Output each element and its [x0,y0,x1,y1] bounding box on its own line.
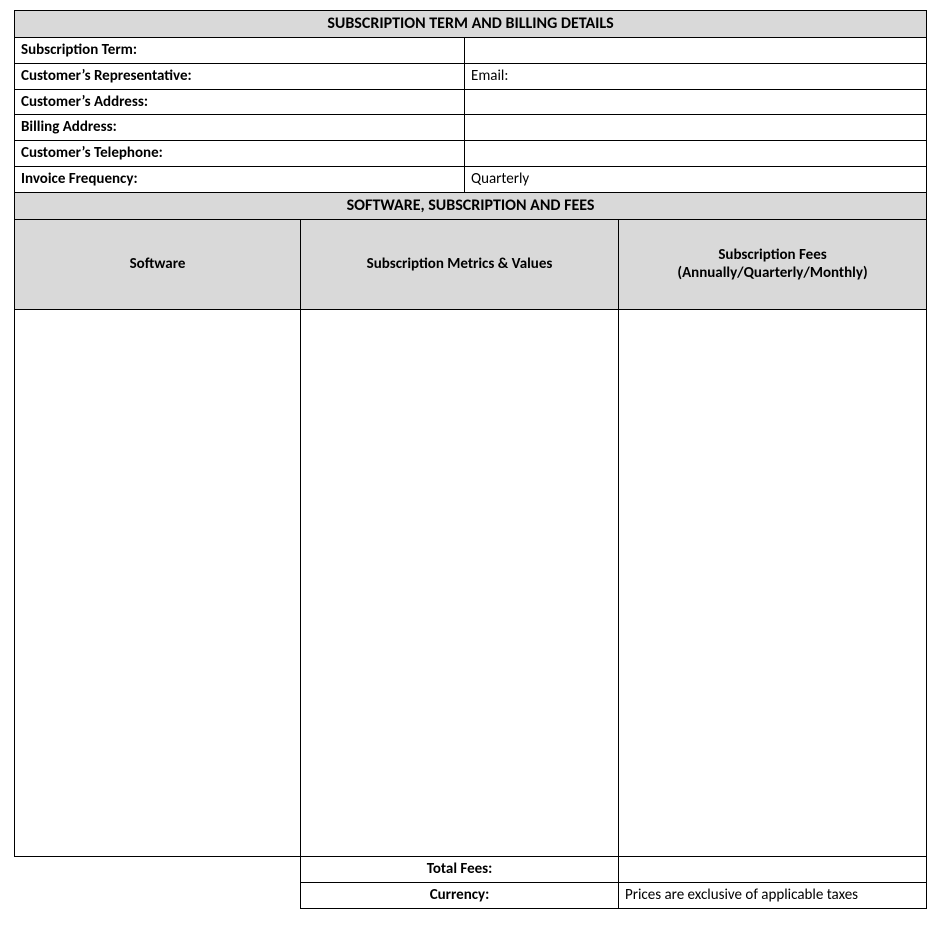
row-column-headers: Software Subscription Metrics & Values S… [15,219,927,310]
colhead-fees-line1: Subscription Fees [718,246,826,264]
row-invoice-frequency: Invoice Frequency: Quarterly [15,166,927,192]
label-subscription-term: Subscription Term: [15,38,465,64]
row-customer-address: Customer’s Address: [15,89,927,115]
cell-software [15,310,301,857]
blank-cell-2 [15,882,301,908]
row-total-fees: Total Fees: [15,857,927,883]
colhead-software: Software [15,219,301,310]
blank-cell-1 [15,857,301,883]
value-subscription-term [465,38,927,64]
section1-title: SUBSCRIPTION TERM AND BILLING DETAILS [15,11,927,38]
value-customer-address [465,89,927,115]
value-total-fees [619,857,927,883]
row-customer-rep: Customer’s Representative: Email: [15,63,927,89]
row-currency: Currency: Prices are exclusive of applic… [15,882,927,908]
section2-title: SOFTWARE, SUBSCRIPTION AND FEES [15,192,927,219]
row-fees-body [15,310,927,857]
label-currency: Currency: [301,882,619,908]
row-customer-telephone: Customer’s Telephone: [15,141,927,167]
colhead-metrics: Subscription Metrics & Values [301,219,619,310]
subscription-form-table: SUBSCRIPTION TERM AND BILLING DETAILS Su… [14,10,927,909]
label-customer-rep: Customer’s Representative: [15,63,465,89]
row-subscription-term: Subscription Term: [15,38,927,64]
label-total-fees: Total Fees: [301,857,619,883]
colhead-fees-line2: (Annually/Quarterly/Monthly) [677,264,867,282]
label-invoice-frequency: Invoice Frequency: [15,166,465,192]
value-customer-rep-email: Email: [465,63,927,89]
value-currency: Prices are exclusive of applicable taxes [619,882,927,908]
label-customer-telephone: Customer’s Telephone: [15,141,465,167]
label-customer-address: Customer’s Address: [15,89,465,115]
value-invoice-frequency: Quarterly [465,166,927,192]
value-customer-telephone [465,141,927,167]
cell-metrics [301,310,619,857]
value-billing-address [465,115,927,141]
row-billing-address: Billing Address: [15,115,927,141]
label-billing-address: Billing Address: [15,115,465,141]
colhead-fees: Subscription Fees (Annually/Quarterly/Mo… [619,219,927,310]
cell-fees [619,310,927,857]
